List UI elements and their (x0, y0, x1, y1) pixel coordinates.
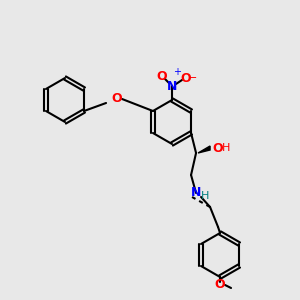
Text: N: N (191, 187, 201, 200)
Text: N: N (167, 80, 177, 92)
Text: H: H (201, 191, 209, 201)
Polygon shape (198, 146, 210, 153)
Text: O: O (181, 71, 191, 85)
Text: O: O (213, 142, 224, 154)
Text: −: − (188, 73, 198, 83)
Text: O: O (215, 278, 225, 292)
Text: H: H (222, 143, 230, 153)
Text: +: + (173, 67, 181, 77)
Text: O: O (112, 92, 122, 106)
Text: O: O (157, 70, 167, 83)
